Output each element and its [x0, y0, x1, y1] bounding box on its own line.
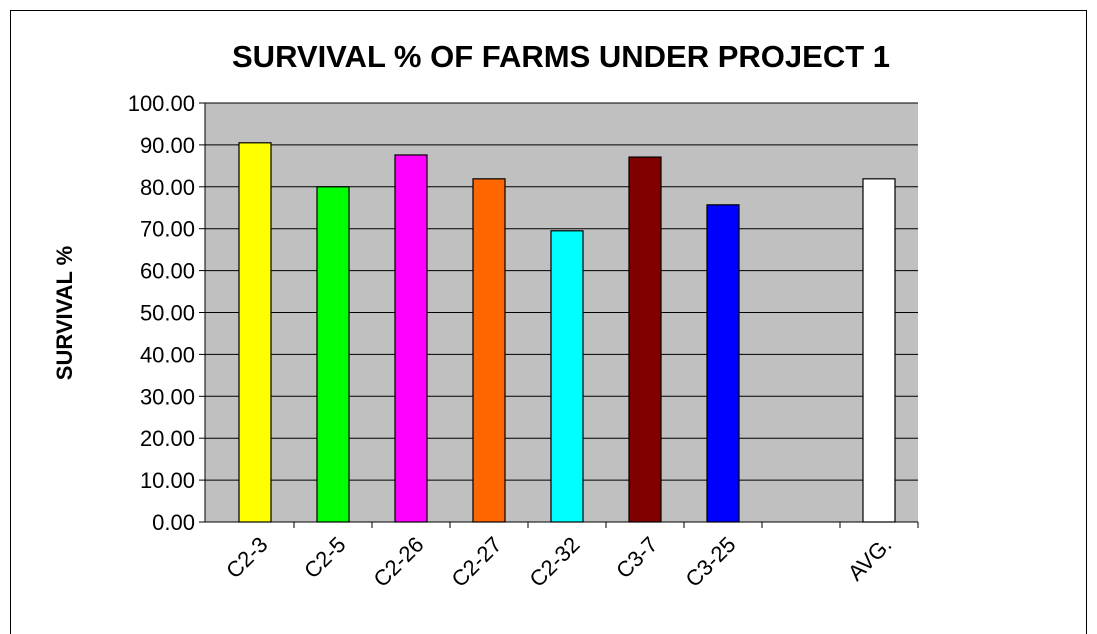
- y-tick-label: 90.00: [140, 133, 195, 158]
- y-tick-label: 40.00: [140, 342, 195, 367]
- bar: [550, 230, 584, 523]
- bar: [706, 204, 740, 523]
- y-tick-label: 50.00: [140, 301, 195, 326]
- y-tick-label: 10.00: [140, 468, 195, 493]
- y-tick-label: 80.00: [140, 175, 195, 200]
- y-tick-label: 70.00: [140, 217, 195, 242]
- y-tick-label: 30.00: [140, 384, 195, 409]
- bar: [862, 178, 896, 523]
- chart-title: SURVIVAL % OF FARMS UNDER PROJECT 1: [232, 39, 890, 74]
- bar: [628, 156, 662, 523]
- bar: [316, 186, 350, 523]
- y-axis-label: SURVIVAL %: [52, 246, 77, 380]
- y-tick-label: 20.00: [140, 426, 195, 451]
- bar: [238, 142, 272, 523]
- bar: [394, 154, 428, 523]
- y-tick-label: 100.00: [128, 91, 195, 116]
- y-tick-label: 0.00: [152, 510, 195, 535]
- bar: [472, 178, 506, 523]
- y-tick-label: 60.00: [140, 259, 195, 284]
